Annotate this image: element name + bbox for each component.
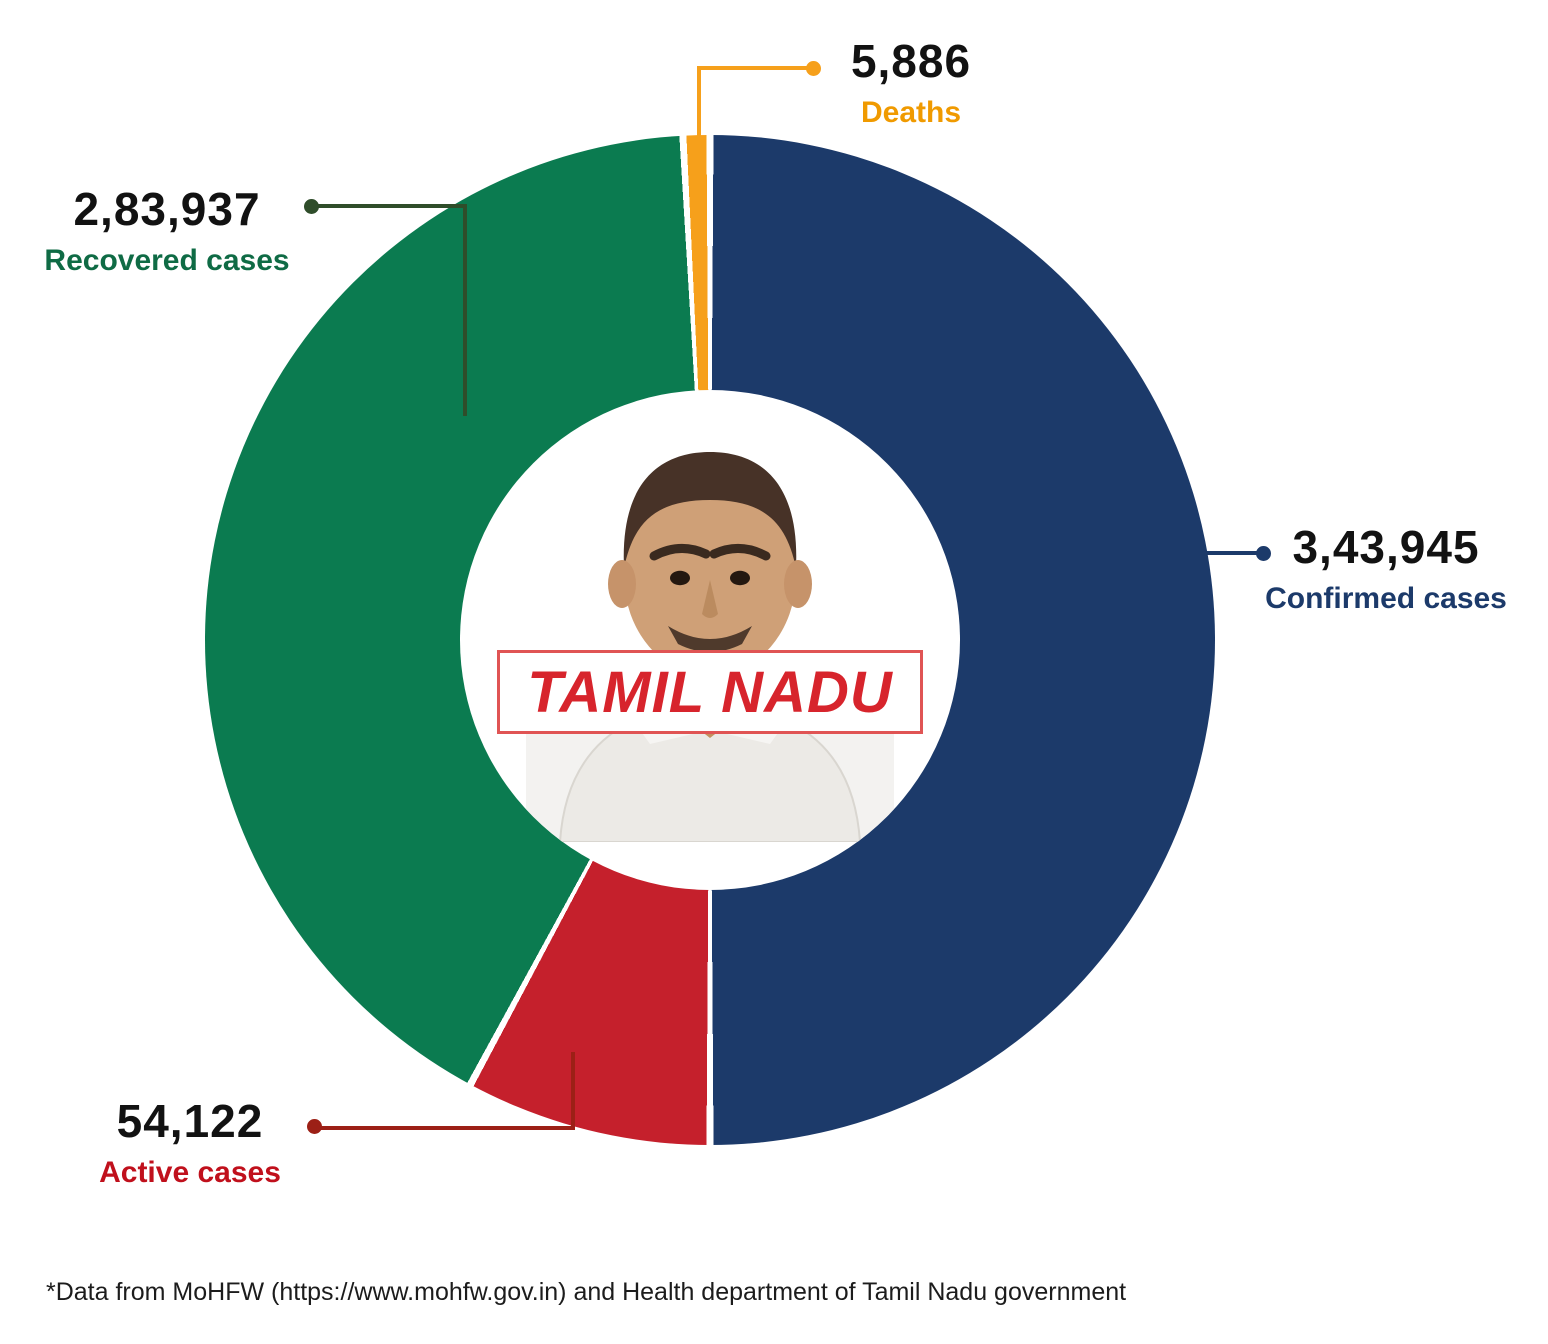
active-label: Active cases — [99, 1155, 281, 1189]
center-label: TAMIL NADU — [527, 659, 893, 725]
deaths-value: 5,886 — [850, 35, 972, 87]
active-value: 54,122 — [116, 1095, 264, 1147]
confirmed-callout: 3,43,945 Confirmed cases — [1240, 522, 1532, 616]
recovered-label: Recovered cases — [44, 243, 290, 277]
active-callout-dot — [307, 1119, 322, 1134]
center-label-box: TAMIL NADU — [497, 650, 923, 734]
recovered-callout-line-vertical — [463, 204, 467, 416]
deaths-callout-dot — [806, 61, 821, 76]
confirmed-value: 3,43,945 — [1292, 521, 1480, 573]
confirmed-callout-dot — [1256, 546, 1271, 561]
active-callout-line-vertical — [571, 1052, 575, 1130]
deaths-callout-line-horizontal — [697, 66, 813, 70]
data-source-footnote: *Data from MoHFW (https://www.mohfw.gov.… — [46, 1278, 1127, 1306]
recovered-callout-line-horizontal — [311, 204, 467, 208]
chief-minister-portrait-image — [526, 452, 894, 842]
deaths-callout-line-vertical — [697, 66, 701, 244]
recovered-callout: 2,83,937 Recovered cases — [17, 184, 317, 278]
donut-center — [460, 390, 960, 890]
confirmed-label: Confirmed cases — [1265, 581, 1507, 615]
active-callout-line-horizontal — [315, 1126, 575, 1130]
recovered-value: 2,83,937 — [73, 183, 261, 235]
confirmed-callout-line-horizontal — [1053, 551, 1263, 555]
deaths-label: Deaths — [860, 95, 962, 129]
active-callout: 54,122 Active cases — [65, 1096, 315, 1190]
deaths-callout: 5,886 Deaths — [836, 36, 986, 130]
